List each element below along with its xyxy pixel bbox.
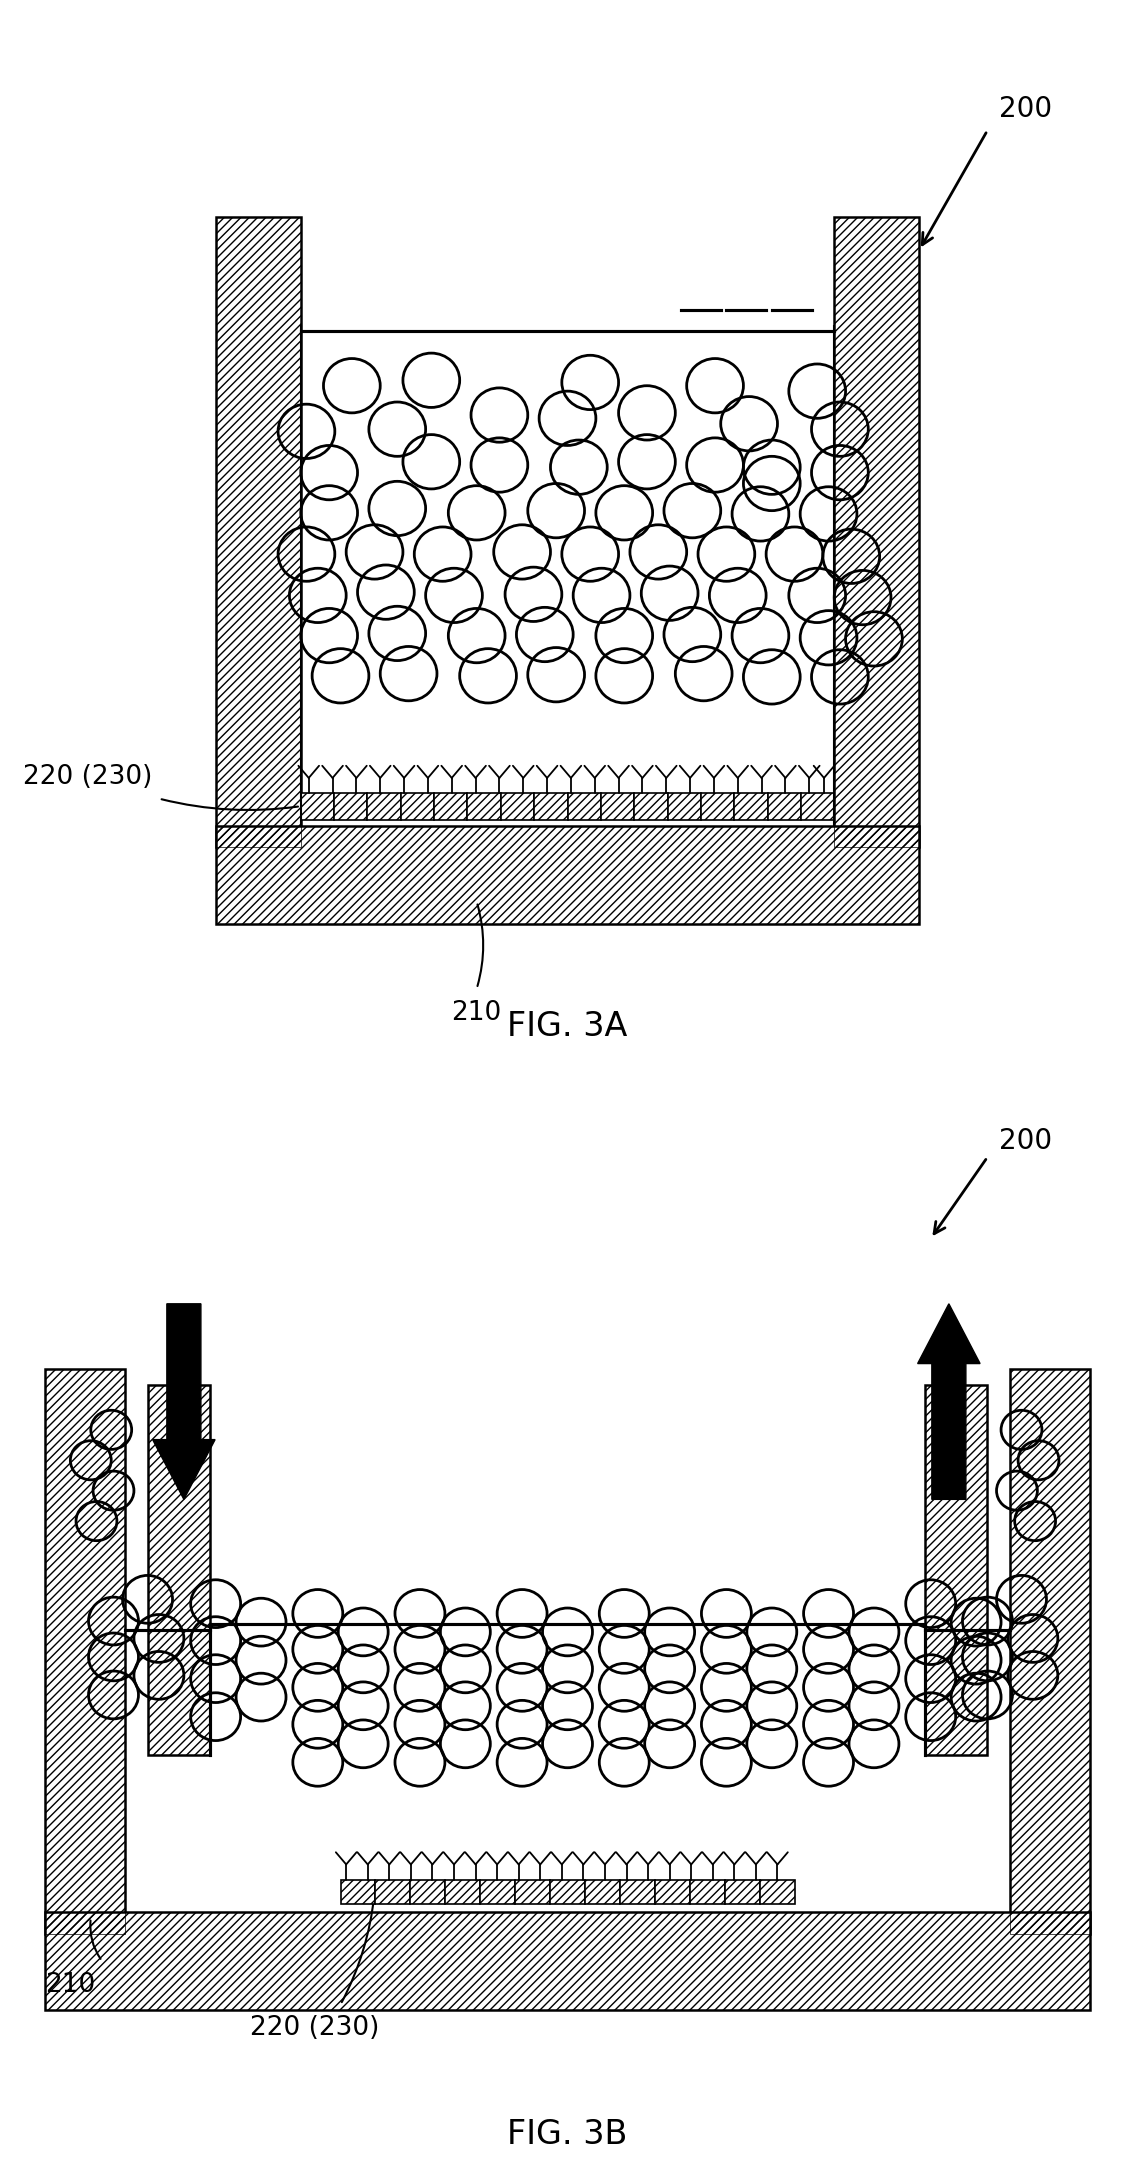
- Bar: [700, 793, 734, 819]
- Bar: [515, 1880, 550, 1904]
- Text: 210: 210: [452, 1000, 502, 1026]
- Bar: [45, 1912, 1090, 2010]
- Bar: [515, 1880, 550, 1904]
- Bar: [724, 1880, 759, 1904]
- Text: 220 (230): 220 (230): [23, 765, 152, 789]
- Bar: [759, 1880, 794, 1904]
- Text: 200: 200: [999, 96, 1052, 122]
- Bar: [376, 1880, 411, 1904]
- Bar: [767, 793, 801, 819]
- Bar: [834, 217, 919, 847]
- Text: 220 (230): 220 (230): [250, 2017, 379, 2040]
- Bar: [634, 793, 667, 819]
- Bar: [445, 1880, 480, 1904]
- Bar: [734, 793, 767, 819]
- Bar: [340, 1880, 376, 1904]
- Bar: [216, 217, 301, 847]
- Text: 200: 200: [999, 1128, 1052, 1154]
- Bar: [634, 793, 667, 819]
- Text: FIG. 3B: FIG. 3B: [507, 2119, 628, 2151]
- Bar: [655, 1880, 690, 1904]
- Bar: [620, 1880, 655, 1904]
- Bar: [480, 1880, 515, 1904]
- Bar: [334, 793, 368, 819]
- Bar: [834, 217, 919, 847]
- Bar: [759, 1880, 794, 1904]
- Bar: [600, 793, 634, 819]
- Bar: [501, 793, 535, 819]
- Bar: [401, 793, 434, 819]
- Bar: [216, 217, 301, 847]
- Bar: [667, 793, 701, 819]
- Bar: [585, 1880, 620, 1904]
- Bar: [148, 1386, 210, 1756]
- Bar: [411, 1880, 445, 1904]
- Bar: [550, 1880, 585, 1904]
- Bar: [401, 793, 434, 819]
- Bar: [368, 793, 401, 819]
- Bar: [148, 1386, 210, 1756]
- Bar: [801, 793, 834, 819]
- Bar: [1010, 1369, 1090, 1934]
- Bar: [724, 1880, 759, 1904]
- Bar: [434, 793, 468, 819]
- Bar: [568, 793, 600, 819]
- Bar: [1010, 1369, 1090, 1934]
- Bar: [468, 793, 501, 819]
- Bar: [690, 1880, 724, 1904]
- Bar: [620, 1880, 655, 1904]
- Bar: [45, 1369, 125, 1934]
- Bar: [411, 1880, 445, 1904]
- Bar: [667, 793, 701, 819]
- Text: 210: 210: [45, 1973, 95, 1997]
- Bar: [925, 1386, 987, 1756]
- Bar: [655, 1880, 690, 1904]
- Bar: [480, 1880, 515, 1904]
- Bar: [585, 1880, 620, 1904]
- Bar: [340, 1880, 376, 1904]
- Text: FIG. 3A: FIG. 3A: [507, 1010, 628, 1043]
- Bar: [700, 793, 734, 819]
- Bar: [434, 793, 468, 819]
- Bar: [535, 793, 568, 819]
- Bar: [301, 793, 334, 819]
- Bar: [501, 793, 535, 819]
- Bar: [468, 793, 501, 819]
- Bar: [600, 793, 634, 819]
- Bar: [216, 826, 919, 924]
- Bar: [690, 1880, 724, 1904]
- Bar: [45, 1912, 1090, 2010]
- Bar: [45, 1369, 125, 1934]
- Bar: [550, 1880, 585, 1904]
- Bar: [734, 793, 767, 819]
- Bar: [925, 1386, 987, 1756]
- Bar: [334, 793, 368, 819]
- Bar: [568, 793, 600, 819]
- Bar: [376, 1880, 411, 1904]
- Bar: [801, 793, 834, 819]
- Bar: [767, 793, 801, 819]
- FancyArrow shape: [152, 1304, 216, 1499]
- Bar: [445, 1880, 480, 1904]
- FancyArrow shape: [918, 1304, 980, 1499]
- Bar: [535, 793, 568, 819]
- Bar: [301, 793, 334, 819]
- Bar: [216, 826, 919, 924]
- Bar: [368, 793, 401, 819]
